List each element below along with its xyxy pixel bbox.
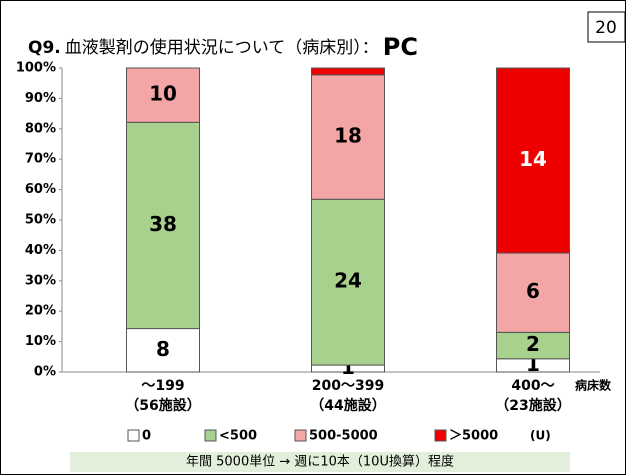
note: 年間 5000単位 → 週に10本（10U換算）程度	[186, 454, 454, 470]
legend-label: ＞5000	[449, 429, 498, 444]
chart-title: Q9. 血液製剤の使用状況について（病床別）： PC	[28, 33, 418, 61]
x-tick-label: 400～	[511, 378, 554, 394]
x-tick-note: （23施設）	[495, 397, 570, 414]
legend-swatch	[434, 429, 447, 442]
title-pc: PC	[383, 33, 418, 61]
legend-swatch	[294, 429, 307, 442]
legend-label: <500	[219, 429, 257, 444]
value-label: 10	[149, 82, 177, 106]
title-main: 血液製剤の使用状況について（病床別）：	[65, 37, 379, 58]
title-prefix: Q9.	[28, 38, 61, 58]
bar-segment	[126, 67, 200, 123]
x-axis-label: 病床数	[575, 378, 612, 393]
y-tick-label: 40%	[25, 243, 56, 258]
bar-segment	[496, 67, 570, 254]
page-number-box	[587, 11, 626, 43]
y-tick-label: 100%	[16, 61, 56, 76]
legend-swatch	[127, 429, 140, 442]
bar-segment	[311, 198, 385, 366]
value-label: 14	[519, 147, 547, 171]
value-label: 18	[334, 124, 362, 148]
legend-swatch	[204, 429, 217, 442]
bar-segment	[496, 331, 570, 360]
y-tick-label: 80%	[25, 121, 56, 136]
legend-label: 0	[142, 429, 151, 444]
value-label: 1	[390, 64, 404, 88]
legend-label: 500-5000	[309, 429, 378, 444]
y-tick-label: 10%	[25, 334, 56, 349]
value-label: 6	[526, 279, 540, 303]
y-tick-label: 60%	[25, 182, 56, 197]
unit-label: (U)	[530, 429, 551, 443]
value-label: 8	[156, 337, 170, 361]
y-tick-label: 20%	[25, 304, 56, 319]
y-tick-label: 90%	[25, 91, 56, 106]
value-label: 38	[149, 212, 177, 236]
note-band	[70, 452, 570, 472]
y-tick-label: 50%	[25, 213, 56, 228]
x-tick-label: ～199	[141, 378, 184, 394]
bar-segment	[311, 67, 385, 76]
y-tick-label: 70%	[25, 152, 56, 167]
y-tick-label: 30%	[25, 273, 56, 288]
x-tick-label: 200～399	[312, 378, 384, 394]
x-tick-note: （56施設）	[125, 397, 200, 414]
value-label: 2	[526, 332, 540, 356]
bar-segment	[126, 121, 200, 330]
value-label: 24	[334, 269, 362, 293]
x-tick-note: （44施設）	[310, 397, 385, 414]
bar-segment	[126, 328, 200, 373]
page-number: 20	[595, 18, 617, 38]
bar-segment	[496, 252, 570, 333]
y-tick-label: 0%	[34, 365, 56, 380]
